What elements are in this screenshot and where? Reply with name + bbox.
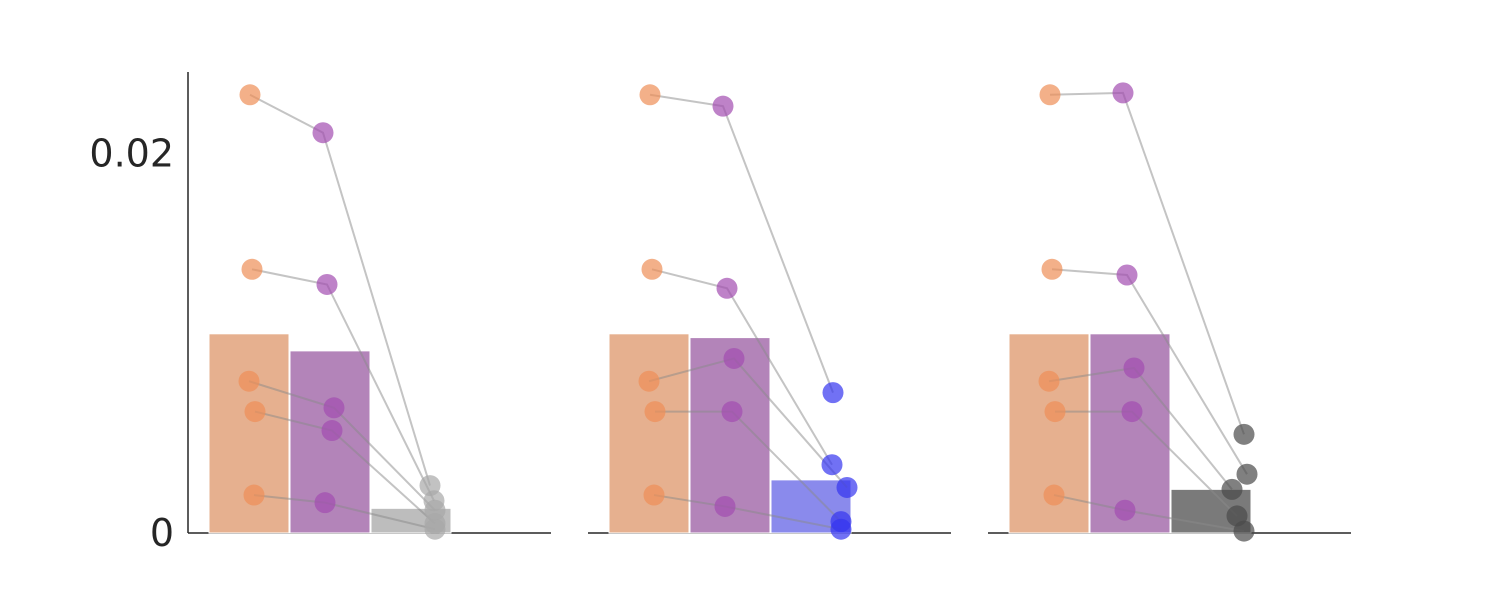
point-panel-1-group-1-subject-1 xyxy=(239,84,261,106)
data-points xyxy=(238,82,1258,542)
y-tick-label: 0.02 xyxy=(89,132,174,176)
point-panel-1-group-1-subject-4 xyxy=(244,401,266,423)
point-panel-3-group-3-subject-5 xyxy=(1233,520,1255,542)
point-panel-2-group-2-subject-5 xyxy=(714,495,736,517)
point-panel-2-group-1-subject-3 xyxy=(638,370,660,392)
point-panel-3-group-1-subject-4 xyxy=(1044,401,1066,423)
point-panel-1-group-2-subject-5 xyxy=(314,492,336,514)
point-panel-2-group-3-subject-5 xyxy=(830,518,852,540)
point-panel-3-group-2-subject-4 xyxy=(1121,401,1143,423)
point-panel-2-group-1-subject-4 xyxy=(644,401,666,423)
point-panel-3-group-2-subject-2 xyxy=(1116,264,1138,286)
point-panel-2-group-2-subject-4 xyxy=(721,401,743,423)
point-panel-2-group-2-subject-1 xyxy=(712,95,734,117)
point-panel-3-group-2-subject-1 xyxy=(1112,82,1134,104)
point-panel-3-group-3-subject-3 xyxy=(1221,478,1243,500)
point-panel-2-group-3-subject-3 xyxy=(836,476,858,498)
point-panel-3-group-2-subject-5 xyxy=(1114,499,1136,521)
point-panel-3-group-2-subject-3 xyxy=(1123,357,1145,379)
point-panel-3-group-1-subject-2 xyxy=(1041,258,1063,280)
y-tick-label: 0 xyxy=(150,511,174,555)
point-panel-2-group-1-subject-5 xyxy=(643,484,665,506)
point-panel-3-group-3-subject-2 xyxy=(1236,463,1258,485)
point-panel-3-group-3-subject-1 xyxy=(1233,423,1255,445)
point-panel-3-group-1-subject-5 xyxy=(1043,484,1065,506)
point-panel-2-group-1-subject-2 xyxy=(641,258,663,280)
point-panel-1-group-2-subject-4 xyxy=(321,420,343,442)
point-panel-2-group-1-subject-1 xyxy=(639,84,661,106)
point-panel-2-group-3-subject-1 xyxy=(822,382,844,404)
point-panel-1-group-1-subject-5 xyxy=(243,484,265,506)
point-panel-3-group-1-subject-1 xyxy=(1039,84,1061,106)
point-panel-2-group-2-subject-3 xyxy=(723,347,745,369)
point-panel-3-group-1-subject-3 xyxy=(1038,370,1060,392)
point-panel-1-group-2-subject-1 xyxy=(312,122,334,144)
point-panel-1-group-2-subject-2 xyxy=(316,273,338,295)
point-panel-1-group-1-subject-2 xyxy=(241,258,263,280)
point-panel-2-group-2-subject-2 xyxy=(716,277,738,299)
point-panel-1-group-2-subject-3 xyxy=(323,397,345,419)
point-panel-1-group-3-subject-5 xyxy=(424,518,446,540)
point-panel-1-group-1-subject-3 xyxy=(238,370,260,392)
point-panel-2-group-3-subject-2 xyxy=(821,454,843,476)
